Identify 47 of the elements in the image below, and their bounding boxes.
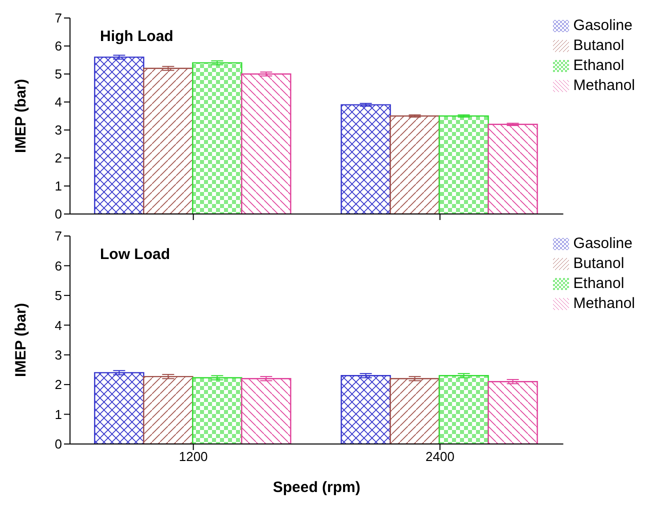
bar xyxy=(143,376,194,444)
bar xyxy=(340,104,391,214)
y-tick-label: 2 xyxy=(54,150,62,166)
x-axis-title: Speed (rpm) xyxy=(272,479,360,496)
bar xyxy=(94,56,144,214)
y-axis-title: IMEP (bar) xyxy=(12,79,30,153)
y-tick-label: 7 xyxy=(54,228,62,244)
y-tick-label: 0 xyxy=(54,436,62,452)
bar xyxy=(438,375,489,444)
bar xyxy=(241,73,292,214)
legend-label: Butanol xyxy=(573,255,624,272)
y-tick-label: 3 xyxy=(54,347,62,362)
legend-label: Gasoline xyxy=(573,17,632,34)
bar xyxy=(241,378,292,444)
y-tick-label: 6 xyxy=(54,38,62,54)
text: High Load xyxy=(100,28,174,45)
y-tick-label: 1 xyxy=(54,178,62,194)
y-tick-label: 5 xyxy=(54,66,62,82)
bar xyxy=(192,62,242,214)
y-tick-label: 2 xyxy=(54,377,62,392)
legend-label: Ethanol xyxy=(573,57,624,74)
y-tick-label: 0 xyxy=(54,206,62,222)
bar xyxy=(438,115,489,214)
x-tick-label: 1200 xyxy=(178,449,208,464)
x-tick-label: 2400 xyxy=(426,449,454,464)
legend-label: Methanol xyxy=(573,295,635,312)
y-tick-label: 5 xyxy=(54,288,62,304)
bar xyxy=(143,68,194,214)
text: Low Load xyxy=(100,246,170,263)
bar xyxy=(390,115,440,214)
bar xyxy=(94,372,144,444)
y-tick-label: 3 xyxy=(54,122,62,138)
legend-label: Methanol xyxy=(573,77,635,94)
legend-label: Gasoline xyxy=(573,235,632,252)
bar xyxy=(488,124,538,214)
y-tick-label: 6 xyxy=(54,258,62,274)
y-axis-title: IMEP (bar) xyxy=(12,303,30,377)
bar xyxy=(390,378,440,444)
y-tick-label: 1 xyxy=(54,406,62,422)
legend-label: Butanol xyxy=(573,37,624,54)
y-tick-label: 7 xyxy=(54,10,62,26)
y-tick-label: 4 xyxy=(54,94,62,110)
bar xyxy=(488,381,538,444)
bar xyxy=(192,377,242,444)
legend-label: Ethanol xyxy=(573,275,624,292)
bar xyxy=(340,375,391,444)
y-tick-label: 4 xyxy=(54,318,62,333)
